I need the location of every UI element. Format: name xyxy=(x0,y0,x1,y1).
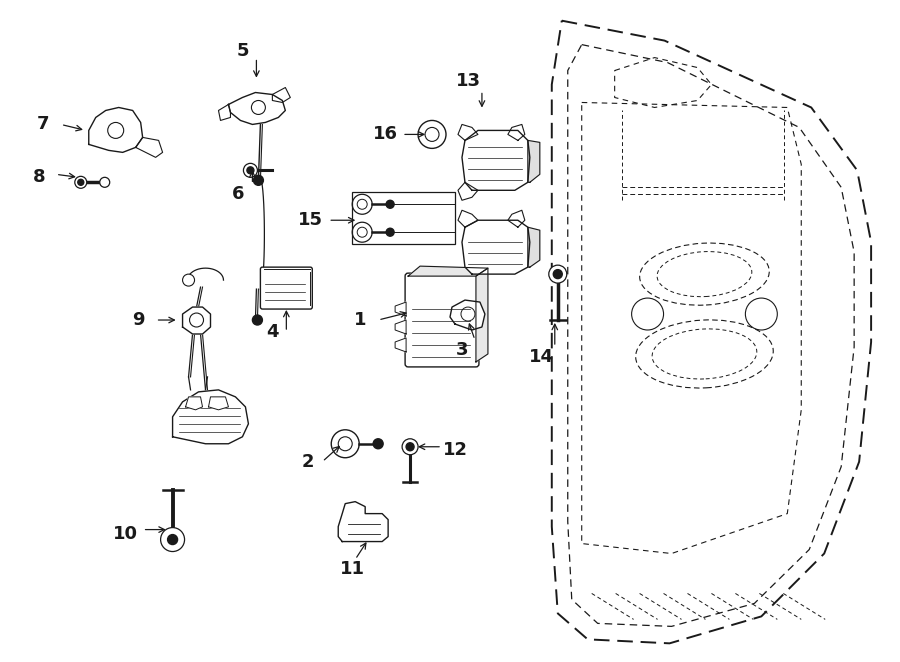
Text: 7: 7 xyxy=(37,115,50,134)
Polygon shape xyxy=(408,266,488,276)
Circle shape xyxy=(331,430,359,457)
Text: 6: 6 xyxy=(232,185,245,203)
Circle shape xyxy=(254,175,264,185)
Text: 10: 10 xyxy=(113,524,139,543)
Circle shape xyxy=(549,265,567,283)
Circle shape xyxy=(183,274,194,286)
Polygon shape xyxy=(173,390,248,444)
Polygon shape xyxy=(476,268,488,362)
Text: 8: 8 xyxy=(32,168,45,186)
Polygon shape xyxy=(89,107,142,152)
Polygon shape xyxy=(185,397,202,410)
Text: 13: 13 xyxy=(455,71,481,89)
Text: 12: 12 xyxy=(443,441,467,459)
Polygon shape xyxy=(450,300,485,330)
Circle shape xyxy=(418,120,446,148)
Polygon shape xyxy=(183,307,211,334)
Circle shape xyxy=(554,269,562,279)
Circle shape xyxy=(406,443,414,451)
Polygon shape xyxy=(338,502,388,542)
Text: 15: 15 xyxy=(298,211,323,229)
Text: 9: 9 xyxy=(132,311,145,329)
Text: 3: 3 xyxy=(455,341,468,359)
Circle shape xyxy=(77,179,84,185)
Text: 1: 1 xyxy=(354,311,366,329)
Circle shape xyxy=(160,528,184,551)
Polygon shape xyxy=(229,93,285,124)
Circle shape xyxy=(402,439,418,455)
Polygon shape xyxy=(508,124,525,140)
Polygon shape xyxy=(527,140,540,182)
Text: 11: 11 xyxy=(339,561,365,579)
Text: 16: 16 xyxy=(373,125,398,144)
Polygon shape xyxy=(527,227,540,267)
Circle shape xyxy=(75,176,86,188)
Polygon shape xyxy=(273,87,291,103)
FancyBboxPatch shape xyxy=(405,273,479,367)
Text: 2: 2 xyxy=(302,453,314,471)
Polygon shape xyxy=(209,397,229,410)
Polygon shape xyxy=(395,338,406,352)
Circle shape xyxy=(374,439,383,449)
Polygon shape xyxy=(508,211,525,227)
Circle shape xyxy=(252,315,263,325)
Circle shape xyxy=(352,222,373,242)
Text: 14: 14 xyxy=(529,348,554,366)
Polygon shape xyxy=(219,105,230,120)
Polygon shape xyxy=(458,211,478,227)
Circle shape xyxy=(386,201,394,209)
Circle shape xyxy=(243,164,257,177)
Circle shape xyxy=(167,535,177,545)
Polygon shape xyxy=(136,138,163,158)
Polygon shape xyxy=(458,124,478,140)
Circle shape xyxy=(352,194,373,214)
Polygon shape xyxy=(395,302,406,316)
Polygon shape xyxy=(462,220,530,274)
FancyBboxPatch shape xyxy=(260,267,312,309)
Text: 4: 4 xyxy=(266,323,279,341)
Text: 5: 5 xyxy=(236,42,248,60)
Circle shape xyxy=(100,177,110,187)
Circle shape xyxy=(386,228,394,236)
Polygon shape xyxy=(462,130,530,190)
Polygon shape xyxy=(458,182,478,201)
Circle shape xyxy=(247,167,254,174)
Polygon shape xyxy=(395,320,406,334)
